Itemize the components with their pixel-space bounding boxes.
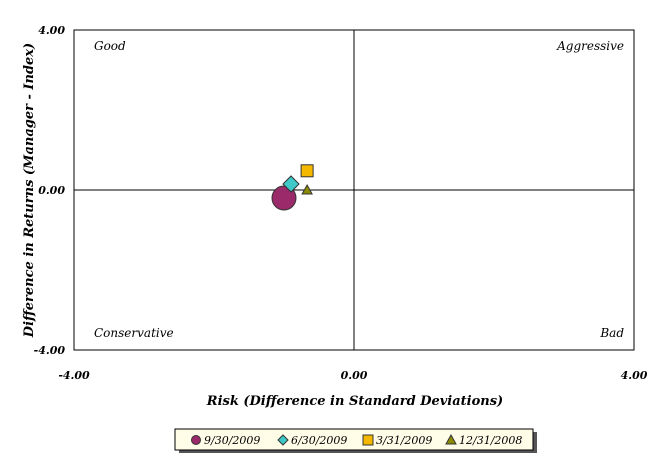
quadrant-label-good: Good	[94, 39, 126, 53]
y-tick-label: 4.00	[38, 24, 65, 37]
legend-marker-square	[362, 434, 374, 446]
legend-entry-label: 6/30/2009	[291, 434, 347, 447]
legend-marker-triangle	[445, 433, 457, 445]
legend-entry-label: 9/30/2009	[204, 434, 260, 447]
x-tick-label: 4.00	[621, 369, 648, 382]
x-tick-label: -4.00	[58, 369, 90, 382]
legend-marker-circle	[191, 435, 201, 445]
x-tick-label: 0.00	[341, 369, 368, 382]
quadrant-label-bad: Bad	[599, 326, 624, 340]
data-point-diamond	[282, 175, 300, 193]
quadrant-label-conservative: Conservative	[94, 326, 174, 340]
data-point-square	[300, 164, 314, 178]
data-point-circle	[271, 185, 297, 211]
quadrant-label-aggressive: Aggressive	[556, 39, 624, 53]
data-point-triangle	[301, 183, 313, 195]
legend-box	[174, 428, 534, 451]
legend-entry-label: 3/31/2009	[376, 434, 432, 447]
legend-marker-diamond	[277, 434, 289, 446]
y-axis-title: Difference in Returns (Manager - Index)	[22, 43, 37, 338]
y-tick-label: 0.00	[38, 184, 65, 197]
x-axis-title: Risk (Difference in Standard Deviations)	[206, 394, 503, 409]
y-tick-label: -4.00	[34, 344, 66, 357]
legend-entry-label: 12/31/2008	[459, 434, 522, 447]
